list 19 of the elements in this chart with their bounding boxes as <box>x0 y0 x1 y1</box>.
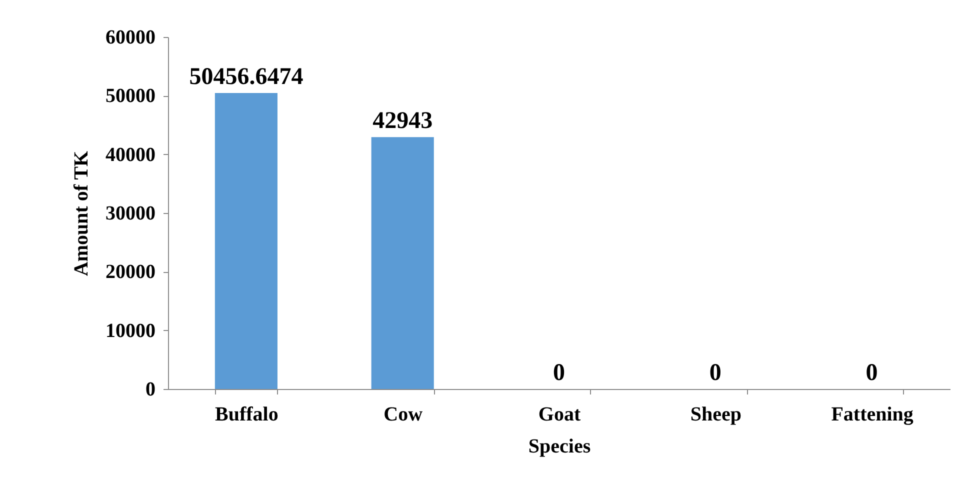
x-tick-label: Goat <box>538 404 581 426</box>
y-tick-label: 10000 <box>106 320 156 342</box>
data-label: 0 <box>866 360 878 386</box>
x-tick-label: Sheep <box>690 404 742 426</box>
y-tick-label: 0 <box>146 378 156 400</box>
x-tick-label: Cow <box>384 404 424 426</box>
y-tick-label: 50000 <box>106 85 156 108</box>
y-axis-title: Amount of TK <box>70 150 92 276</box>
data-label: 0 <box>709 360 722 386</box>
y-tick-label: 30000 <box>106 202 156 224</box>
x-tick-label: Buffalo <box>215 404 278 426</box>
y-tick-label: 40000 <box>106 144 156 166</box>
data-label: 50456.6474 <box>189 64 304 90</box>
y-tick-label: 20000 <box>106 261 156 284</box>
data-label: 42943 <box>372 108 433 134</box>
x-tick-label: Fattening <box>831 404 914 426</box>
y-tick-label: 60000 <box>106 26 156 48</box>
x-axis-title: Species <box>528 436 591 458</box>
data-label: 0 <box>553 360 565 386</box>
